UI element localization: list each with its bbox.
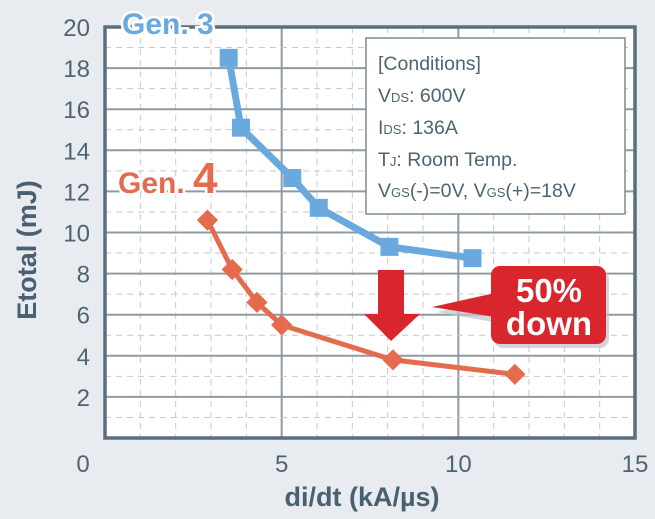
x-axis-label: di/dt (kA/µs) xyxy=(284,482,439,512)
condition-tj: TJ: Room Temp. xyxy=(378,149,517,171)
data-point-diamond xyxy=(196,209,219,231)
condition-vds: VDS: 600V xyxy=(378,85,465,107)
gen4-prefix: Gen. xyxy=(118,167,193,200)
y-tick-label: 20 xyxy=(63,15,90,42)
x-tick-label: 10 xyxy=(445,451,472,478)
gen3-label: Gen. 3 xyxy=(122,8,214,41)
x-tick-label: 5 xyxy=(275,451,288,478)
condition-ids: IDS: 136A xyxy=(378,117,458,139)
conditions-box: [Conditions] VDS: 600V IDS: 136A TJ: Roo… xyxy=(365,37,626,215)
x-tick-label: 15 xyxy=(622,451,649,478)
data-series xyxy=(196,48,526,385)
y-tick-label: 10 xyxy=(63,221,90,248)
data-point-square xyxy=(232,118,251,137)
y-tick-label: 8 xyxy=(77,262,90,289)
y-tick-label: 4 xyxy=(77,344,90,371)
data-point-square xyxy=(283,169,302,188)
y-tick-label: 14 xyxy=(63,138,90,165)
y-tick-label: 16 xyxy=(63,97,90,124)
y-tick-label: 2 xyxy=(77,385,90,412)
y-tick-label: 18 xyxy=(63,56,90,83)
data-point-square xyxy=(380,237,399,256)
gen4-number: 4 xyxy=(193,154,218,203)
data-point-square xyxy=(309,198,328,217)
conditions-title: [Conditions] xyxy=(378,53,481,75)
arrow-down-icon xyxy=(364,270,420,341)
x-tick-label: 0 xyxy=(76,451,89,478)
y-tick-label: 6 xyxy=(77,303,90,330)
y-tick-label: 12 xyxy=(63,179,90,206)
plot-frame xyxy=(103,25,637,440)
callout-percent: 50% xyxy=(516,272,582,309)
series-gen-4 xyxy=(196,209,526,385)
data-point-square xyxy=(463,249,482,268)
callout-down: down xyxy=(506,305,592,342)
data-point-square xyxy=(219,48,238,67)
gen4-label: Gen. 4 xyxy=(118,154,218,203)
reduction-callout: 50% down xyxy=(432,266,609,348)
x-axis-ticks: 0 5 10 15 xyxy=(76,451,648,478)
y-axis-label: Etotal (mJ) xyxy=(12,180,42,320)
condition-vgs: VGS(-)=0V, VGS(+)=18V xyxy=(378,180,576,202)
data-point-diamond xyxy=(246,291,268,313)
y-axis-ticks: 2 4 6 8 10 12 14 16 18 20 xyxy=(63,15,90,412)
series-gen-3 xyxy=(219,48,482,268)
